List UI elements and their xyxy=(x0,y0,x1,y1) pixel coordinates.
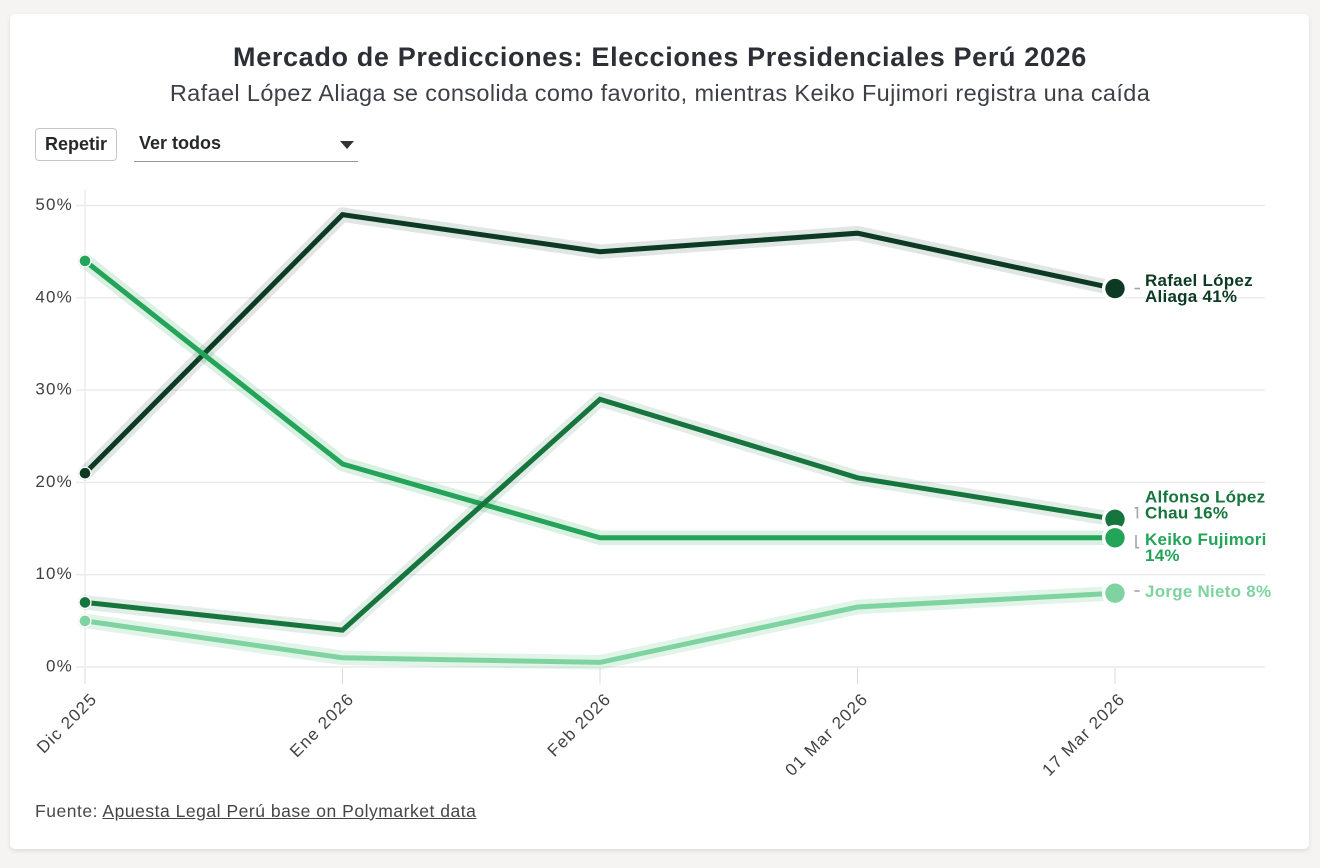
svg-text:01 Mar 2026: 01 Mar 2026 xyxy=(782,689,872,779)
svg-text:Alfonso López: Alfonso López xyxy=(1145,488,1265,507)
svg-text:Keiko Fujimori: Keiko Fujimori xyxy=(1145,530,1267,549)
svg-text:Jorge Nieto 8%: Jorge Nieto 8% xyxy=(1145,582,1271,601)
svg-text:0%: 0% xyxy=(46,657,73,676)
svg-text:30%: 30% xyxy=(35,380,73,399)
svg-text:Aliaga 41%: Aliaga 41% xyxy=(1145,287,1237,306)
svg-text:Feb 2026: Feb 2026 xyxy=(544,689,615,760)
svg-text:Chau 16%: Chau 16% xyxy=(1145,504,1228,523)
svg-text:Rafael López: Rafael López xyxy=(1145,271,1253,290)
svg-text:14%: 14% xyxy=(1145,546,1180,565)
svg-text:Dic 2025: Dic 2025 xyxy=(33,689,101,757)
svg-text:Ene 2026: Ene 2026 xyxy=(286,689,358,761)
svg-text:10%: 10% xyxy=(35,564,73,583)
svg-text:20%: 20% xyxy=(35,472,73,491)
svg-text:17 Mar 2026: 17 Mar 2026 xyxy=(1039,689,1129,779)
svg-text:50%: 50% xyxy=(35,195,73,214)
svg-text:40%: 40% xyxy=(35,287,73,306)
